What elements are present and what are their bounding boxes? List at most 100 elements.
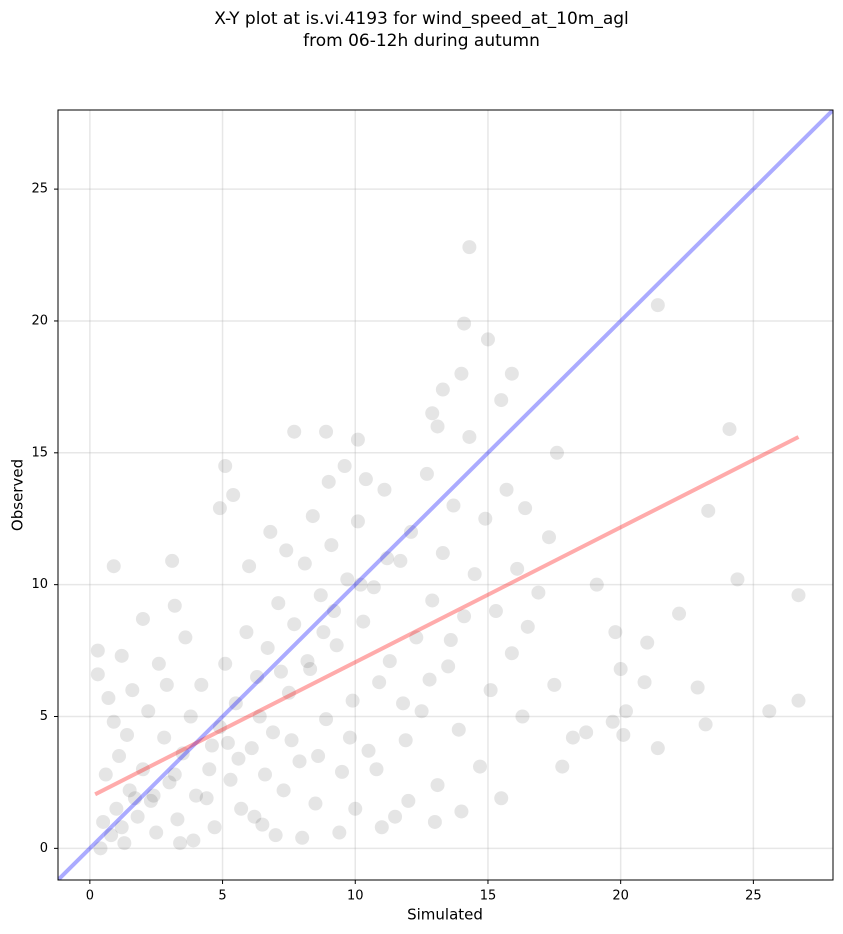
- point: [358, 472, 373, 487]
- point: [109, 801, 124, 816]
- point: [135, 762, 150, 777]
- fit-line: [58, 110, 833, 880]
- point: [268, 828, 283, 843]
- y-tick-label: 15: [31, 445, 48, 460]
- point: [165, 553, 180, 568]
- point: [104, 828, 119, 843]
- point: [305, 509, 320, 524]
- point: [356, 614, 371, 629]
- point: [319, 712, 334, 727]
- chart-title: X-Y plot at is.vi.4193 for wind_speed_at…: [214, 9, 629, 51]
- point: [265, 725, 280, 740]
- y-tick-label: 10: [31, 577, 48, 592]
- point: [321, 474, 336, 489]
- point: [608, 625, 623, 640]
- point: [258, 767, 273, 782]
- point: [467, 567, 482, 582]
- point: [457, 316, 472, 331]
- point: [488, 604, 503, 619]
- point: [234, 801, 249, 816]
- point: [462, 429, 477, 444]
- point: [101, 691, 116, 706]
- point: [276, 783, 291, 798]
- point: [414, 704, 429, 719]
- point: [189, 788, 204, 803]
- x-tick-label: 5: [218, 889, 226, 904]
- point: [273, 664, 288, 679]
- x-axis-label: Simulated: [407, 906, 483, 924]
- point: [441, 659, 456, 674]
- point: [393, 553, 408, 568]
- point: [480, 332, 495, 347]
- point: [90, 667, 105, 682]
- point: [141, 704, 156, 719]
- point: [260, 640, 275, 655]
- point: [637, 675, 652, 690]
- point: [353, 577, 368, 592]
- point: [547, 677, 562, 692]
- point: [162, 775, 177, 790]
- point: [226, 488, 241, 502]
- point: [401, 793, 416, 808]
- point: [457, 609, 472, 624]
- plot-area: [58, 110, 833, 880]
- point: [430, 778, 445, 793]
- point: [613, 662, 628, 677]
- point: [114, 648, 129, 663]
- point: [374, 820, 389, 835]
- point: [555, 759, 570, 774]
- point: [520, 619, 535, 634]
- point: [504, 366, 519, 381]
- point: [542, 530, 557, 545]
- point: [494, 791, 509, 806]
- point: [701, 503, 716, 518]
- point: [228, 696, 243, 711]
- point: [149, 825, 164, 840]
- point: [218, 656, 233, 671]
- point: [295, 830, 310, 845]
- point: [332, 825, 347, 840]
- point: [316, 625, 331, 640]
- point: [292, 754, 307, 769]
- point: [106, 714, 121, 729]
- point: [791, 693, 806, 708]
- y-tick-label: 0: [40, 841, 48, 856]
- point: [125, 683, 140, 698]
- point: [518, 501, 533, 516]
- point: [300, 654, 315, 669]
- point: [327, 604, 342, 619]
- point: [369, 762, 384, 777]
- point: [178, 630, 193, 645]
- point: [443, 633, 458, 648]
- point: [616, 727, 631, 742]
- point: [425, 406, 440, 421]
- point: [494, 393, 509, 408]
- point: [340, 572, 355, 587]
- point: [212, 501, 227, 516]
- point: [194, 677, 209, 692]
- point: [319, 424, 334, 439]
- point: [106, 559, 121, 574]
- point: [199, 791, 214, 806]
- point: [334, 764, 349, 779]
- point: [287, 617, 302, 632]
- point: [650, 298, 665, 313]
- point: [231, 751, 246, 766]
- point: [324, 538, 339, 553]
- point: [419, 466, 434, 481]
- x-tick-label: 10: [347, 889, 364, 904]
- point: [396, 696, 411, 711]
- point: [93, 841, 108, 856]
- x-tick-label: 25: [745, 889, 762, 904]
- point: [454, 804, 469, 819]
- point: [244, 741, 259, 756]
- point: [690, 680, 705, 695]
- point: [640, 635, 655, 650]
- point: [427, 814, 442, 829]
- x-tick-label: 20: [612, 889, 629, 904]
- point: [308, 796, 323, 811]
- point: [549, 445, 564, 460]
- point: [313, 588, 328, 603]
- point: [672, 606, 687, 621]
- plot-frame: [57, 109, 834, 881]
